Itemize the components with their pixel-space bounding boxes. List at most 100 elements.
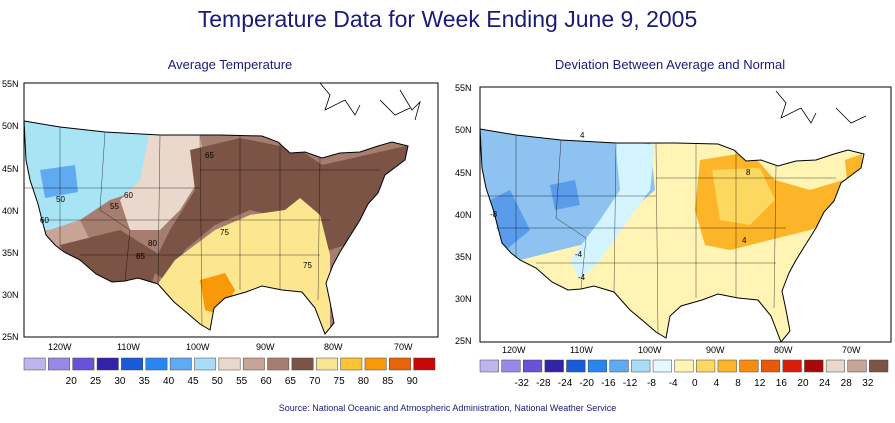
lat-label: 40N — [2, 206, 19, 216]
right-legend-swatch — [652, 359, 672, 373]
right-legend-value: 24 — [819, 378, 831, 389]
left-legend: 20 25 30 35 40 45 50 55 60 65 70 75 80 85 90 — [0, 356, 445, 395]
contour-label: 50 — [56, 195, 65, 204]
lon-label: 120W — [502, 345, 526, 355]
contour-label: -8 — [490, 210, 498, 219]
left-legend-value: 70 — [309, 376, 321, 387]
right-legend-swatch — [739, 359, 759, 373]
lon-label: 80W — [774, 345, 793, 355]
contour-label: 55 — [110, 202, 119, 211]
right-legend-value: 8 — [735, 378, 741, 389]
right-legend-value: 4 — [714, 378, 720, 389]
left-legend-swatch — [23, 357, 46, 371]
lat-label: 45N — [455, 168, 472, 178]
right-legend-swatch — [717, 359, 737, 373]
lat-label: 40N — [455, 210, 472, 220]
left-legend-value: 90 — [407, 376, 419, 387]
left-legend-swatch — [242, 357, 265, 371]
right-legend-swatch — [479, 359, 499, 373]
right-legend-swatch — [696, 359, 716, 373]
left-panel-title: Average Temperature — [167, 57, 293, 72]
contour-label: 4 — [742, 236, 747, 245]
left-legend-swatch — [194, 357, 217, 371]
contour-label: -4 — [575, 250, 583, 259]
lat-label: 30N — [455, 294, 472, 304]
contour-label: 60 — [124, 191, 133, 200]
right-legend-value: -32 — [515, 378, 530, 389]
left-legend-value: 35 — [139, 376, 151, 387]
left-legend-swatch — [145, 357, 168, 371]
right-legend-value: -20 — [579, 378, 594, 389]
left-legend-value: 40 — [163, 376, 175, 387]
right-legend-swatch — [760, 359, 781, 373]
left-legend-value: 85 — [382, 376, 394, 387]
lon-label: 70W — [842, 345, 861, 355]
lat-label: 25N — [2, 332, 19, 342]
right-legend-swatch — [869, 359, 889, 373]
left-legend-swatch — [267, 357, 290, 371]
left-legend-value: 55 — [236, 376, 248, 387]
right-legend-value: -24 — [558, 378, 573, 389]
right-legend-swatch — [631, 359, 651, 373]
lon-label: 110W — [117, 342, 140, 352]
left-legend-swatch — [413, 357, 436, 371]
lat-label: 25N — [455, 336, 472, 346]
left-legend-swatch — [72, 357, 95, 371]
right-legend-value: 28 — [841, 378, 853, 389]
lon-label: 80W — [324, 342, 343, 352]
left-legend-value: 60 — [260, 376, 272, 387]
right-legend-value: -28 — [536, 378, 551, 389]
right-legend-value: 20 — [797, 378, 809, 389]
lat-label: 50N — [455, 125, 472, 135]
lat-label: 30N — [2, 290, 19, 300]
main-title: Temperature Data for Week Ending June 9,… — [197, 6, 698, 32]
left-legend-value: 65 — [285, 376, 297, 387]
left-legend-swatch — [315, 357, 338, 371]
contour-label: 8 — [746, 168, 751, 177]
left-legend-swatch — [291, 357, 314, 371]
deviation-map: -8 8 4 -4 -4 4 55N 50N 45N 40N 35N 30N 2… — [450, 80, 895, 360]
right-legend-value: -4 — [669, 378, 678, 389]
right-legend-value: 32 — [862, 378, 874, 389]
lon-label: 90W — [256, 342, 275, 352]
right-legend-swatch — [825, 359, 845, 373]
left-legend-value: 50 — [212, 376, 224, 387]
right-legend-value: -16 — [601, 378, 616, 389]
right-legend-swatch — [501, 359, 521, 373]
right-legend-swatch — [847, 359, 867, 373]
left-legend-swatch — [48, 357, 70, 371]
left-legend-value: 75 — [334, 376, 346, 387]
lon-label: 110W — [570, 345, 593, 355]
contour-label: 75 — [220, 228, 229, 237]
contour-label: 85 — [136, 252, 145, 261]
right-legend-value: 0 — [692, 378, 698, 389]
left-legend-swatch — [389, 357, 411, 371]
left-legend-value: 20 — [66, 376, 78, 387]
right-legend-value: 12 — [754, 378, 766, 389]
contour-label: 65 — [205, 151, 214, 160]
right-legend-swatch — [544, 359, 564, 373]
right-legend-swatch — [587, 359, 608, 373]
right-legend-swatch — [804, 359, 824, 373]
average-temperature-map: 65 50 60 55 60 80 85 75 75 55N 50N 45N 4… — [0, 80, 445, 360]
left-legend-swatch — [218, 357, 241, 371]
lat-label: 55N — [2, 80, 19, 89]
contour-label: 60 — [40, 216, 49, 225]
contour-label: -4 — [578, 273, 586, 282]
contour-label: 75 — [303, 261, 312, 270]
left-legend-value: 30 — [114, 376, 126, 387]
right-legend-swatch — [566, 359, 586, 373]
lat-label: 45N — [2, 164, 19, 174]
left-legend-value: 45 — [187, 376, 199, 387]
lon-label: 90W — [706, 345, 725, 355]
right-legend-swatch — [674, 359, 694, 373]
right-legend-swatch — [609, 359, 629, 373]
left-legend-swatch — [96, 357, 119, 371]
right-legend-swatch — [782, 359, 802, 373]
right-legend-value: -12 — [623, 378, 638, 389]
lon-label: 70W — [394, 342, 413, 352]
lat-label: 35N — [2, 248, 19, 258]
lat-label: 50N — [2, 121, 19, 131]
right-legend: -32 -28 -24 -20 -16 -12 -8 -4 0 4 8 12 16 20 24 28 32 — [450, 358, 895, 397]
left-legend-swatch — [340, 357, 363, 371]
